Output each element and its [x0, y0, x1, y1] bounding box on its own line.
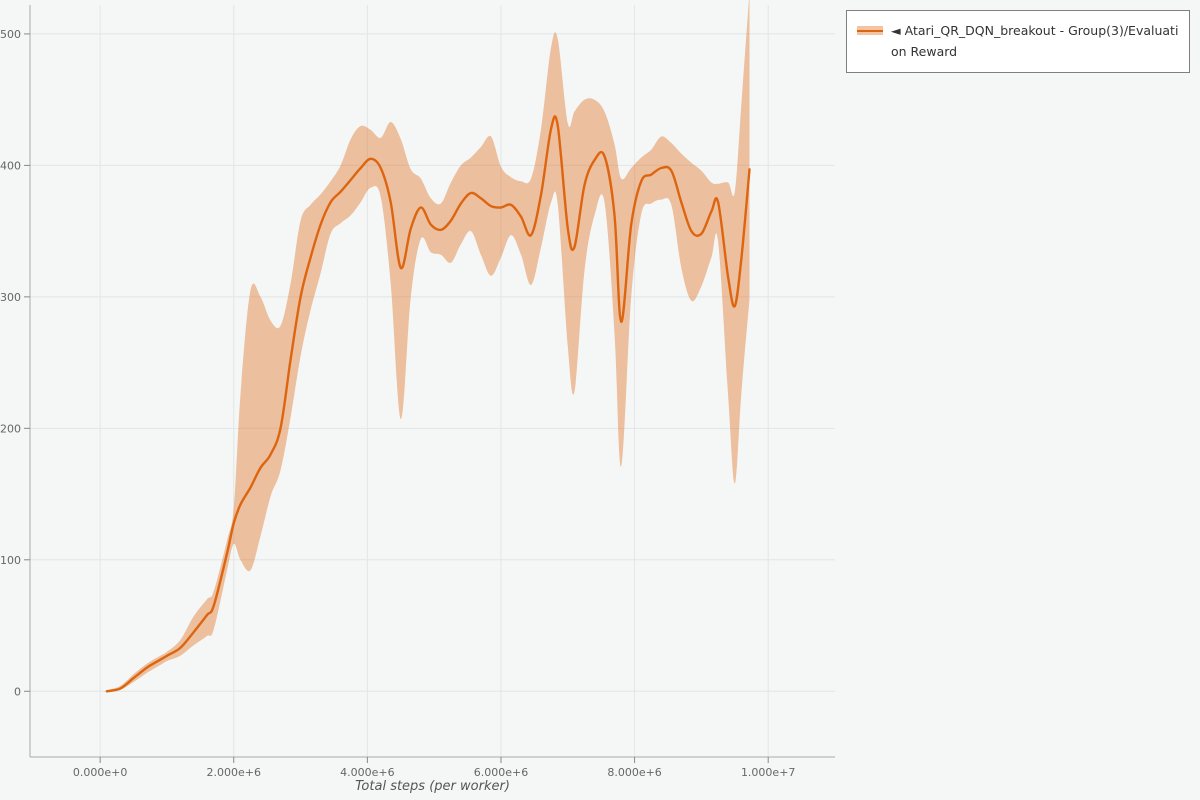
- x-tick-label: 1.000e+7: [741, 766, 795, 779]
- x-tick-label: 0.000e+0: [73, 766, 127, 779]
- x-tick-label: 4.000e+6: [340, 766, 394, 779]
- y-tick-label: 200: [0, 422, 21, 435]
- x-axis-label: Total steps (per worker): [355, 779, 510, 794]
- legend[interactable]: ◄ Atari_QR_DQN_breakout - Group(3)/Evalu…: [846, 10, 1190, 73]
- legend-entry: ◄ Atari_QR_DQN_breakout - Group(3)/Evalu…: [891, 20, 1179, 63]
- mean-line: [105, 115, 751, 693]
- legend-line-swatch: [857, 29, 883, 32]
- legend-label: Atari_QR_DQN_breakout - Group(3)/Evaluat…: [891, 23, 1179, 60]
- y-tick-label: 500: [0, 28, 21, 41]
- confidence-band: [106, 0, 750, 692]
- y-tick-label: 0: [14, 685, 21, 698]
- x-tick-label: 6.000e+6: [474, 766, 528, 779]
- x-tick-label: 8.000e+6: [607, 766, 661, 779]
- x-tick-label: 2.000e+6: [207, 766, 261, 779]
- y-tick-label: 400: [0, 159, 21, 172]
- legend-marker-icon: ◄: [891, 23, 901, 38]
- y-tick-label: 300: [0, 291, 21, 304]
- legend-line-symbol: [857, 24, 883, 37]
- y-tick-label: 100: [0, 554, 21, 567]
- plot-area[interactable]: 0 100 200 300 400 500 0.000e+0 2.000e+6 4.000e+6…: [0, 0, 840, 800]
